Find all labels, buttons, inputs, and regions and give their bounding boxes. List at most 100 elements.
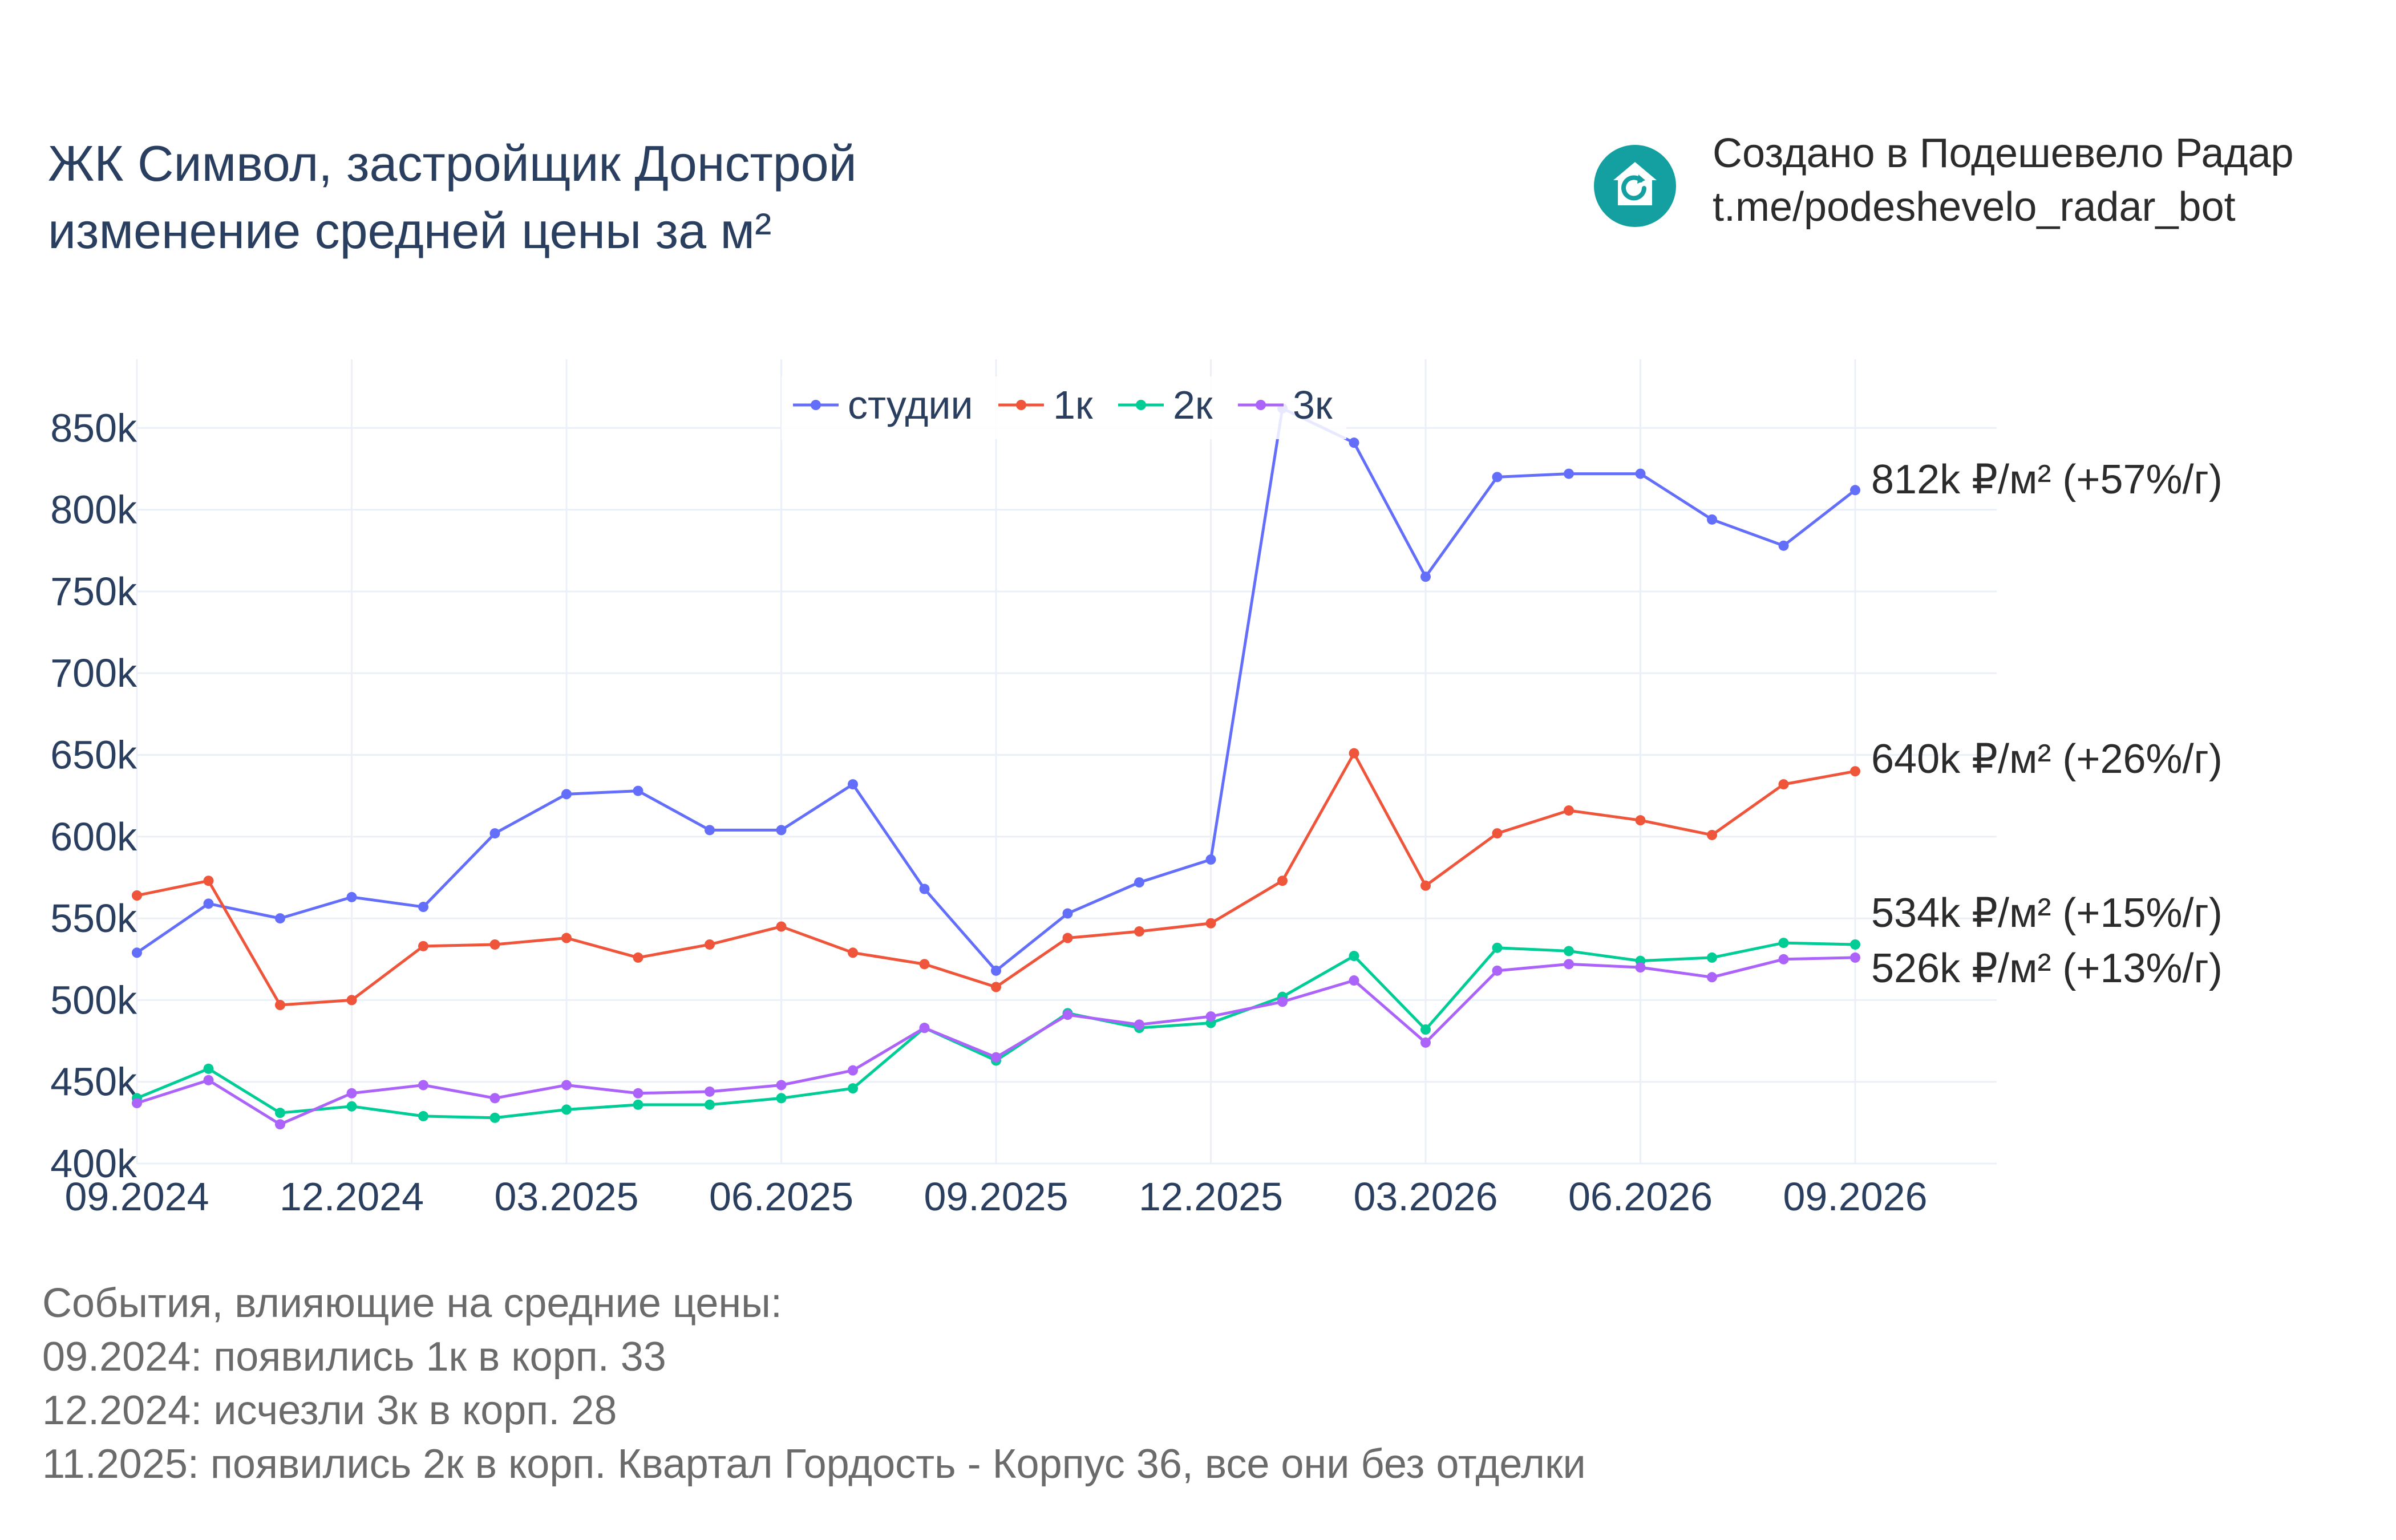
legend-marker bbox=[811, 400, 821, 410]
data-point bbox=[1635, 815, 1646, 826]
data-point bbox=[203, 876, 214, 886]
data-point bbox=[1062, 1010, 1073, 1020]
data-point bbox=[919, 959, 930, 970]
data-point bbox=[633, 952, 643, 963]
data-point bbox=[1062, 908, 1073, 919]
data-point bbox=[1564, 946, 1574, 957]
data-point bbox=[489, 1093, 500, 1104]
data-point bbox=[489, 1112, 500, 1123]
data-point bbox=[1564, 468, 1574, 479]
data-point bbox=[1492, 942, 1503, 953]
data-point bbox=[346, 1088, 357, 1099]
data-point bbox=[1134, 926, 1144, 937]
data-point bbox=[489, 939, 500, 950]
event-item: 12.2024: исчезли 3к в корп. 28 bbox=[42, 1388, 617, 1433]
data-point bbox=[1707, 972, 1717, 983]
y-axis-ticks: 400k 450k 500k 550k 600k 650k 700k 750k 800k 850k bbox=[50, 406, 137, 1186]
data-point bbox=[1205, 854, 1216, 865]
data-point bbox=[1564, 805, 1574, 816]
data-point bbox=[275, 913, 285, 924]
grid bbox=[136, 359, 1997, 1165]
data-point bbox=[203, 1075, 214, 1085]
data-point bbox=[1492, 965, 1503, 976]
data-point bbox=[848, 947, 858, 958]
events-heading: События, влияющие на средние цены: bbox=[42, 1280, 782, 1326]
data-point bbox=[1420, 1037, 1431, 1048]
data-point bbox=[919, 1023, 930, 1034]
data-point bbox=[1778, 938, 1789, 949]
events-section: События, влияющие на средние цены: 09.20… bbox=[42, 1276, 1586, 1491]
legend-label[interactable]: 3к bbox=[1293, 383, 1333, 427]
x-axis-ticks: 09.2024 12.2024 03.2025 06.2025 09.2025 12.20… bbox=[64, 1174, 1927, 1219]
data-point bbox=[489, 828, 500, 839]
data-point bbox=[705, 1099, 715, 1110]
data-point bbox=[1850, 939, 1860, 950]
data-point bbox=[1635, 468, 1646, 479]
branding-line-1: Создано в Подешевело Радар bbox=[1713, 131, 2294, 176]
data-point bbox=[561, 1104, 572, 1115]
series-end-label: 812k ₽/м² (+57%/г) bbox=[1871, 457, 2223, 502]
data-point bbox=[1205, 918, 1216, 929]
data-point bbox=[1420, 880, 1431, 891]
house-refresh-icon bbox=[1594, 145, 1676, 227]
data-point bbox=[1277, 996, 1288, 1007]
data-point bbox=[346, 995, 357, 1006]
legend: студии 1к 2к 3к bbox=[782, 376, 1346, 439]
data-point bbox=[418, 941, 428, 951]
y-tick-label: 400k bbox=[50, 1141, 137, 1186]
y-tick-label: 600k bbox=[50, 814, 137, 859]
legend-marker bbox=[1016, 400, 1026, 410]
data-point bbox=[1850, 766, 1860, 777]
data-point bbox=[561, 789, 572, 800]
x-tick-label: 03.2026 bbox=[1353, 1174, 1498, 1219]
data-point bbox=[1349, 951, 1359, 962]
data-point bbox=[633, 1088, 643, 1099]
page-title: ЖК Символ, застройщик Донстрой изменение… bbox=[48, 130, 857, 265]
data-point bbox=[1707, 514, 1717, 525]
series-end-label: 640k ₽/м² (+26%/г) bbox=[1871, 736, 2223, 782]
data-point bbox=[203, 1063, 214, 1074]
data-point bbox=[848, 1065, 858, 1076]
data-point bbox=[1349, 748, 1359, 759]
data-point bbox=[346, 1101, 357, 1112]
data-point bbox=[1635, 962, 1646, 973]
series-end-label: 534k ₽/м² (+15%/г) bbox=[1871, 890, 2223, 936]
data-point bbox=[1778, 540, 1789, 551]
data-point bbox=[418, 1111, 428, 1121]
title-line-1: ЖК Символ, застройщик Донстрой bbox=[48, 135, 857, 192]
data-point bbox=[991, 1052, 1001, 1063]
data-point bbox=[1850, 952, 1860, 963]
data-point bbox=[1062, 933, 1073, 943]
x-tick-label: 09.2026 bbox=[1783, 1174, 1927, 1219]
data-point bbox=[991, 982, 1001, 992]
data-point bbox=[275, 1000, 285, 1011]
data-point bbox=[1707, 829, 1717, 840]
data-point bbox=[418, 1080, 428, 1091]
data-point bbox=[633, 1099, 643, 1110]
legend-label[interactable]: студии bbox=[848, 383, 973, 427]
series-end-label: 526k ₽/м² (+13%/г) bbox=[1871, 946, 2223, 991]
series-lines bbox=[132, 403, 1860, 1130]
data-point bbox=[1778, 954, 1789, 964]
data-point bbox=[991, 965, 1001, 976]
y-tick-label: 850k bbox=[50, 406, 137, 450]
data-point bbox=[1564, 959, 1574, 970]
x-tick-label: 06.2026 bbox=[1568, 1174, 1713, 1219]
data-point bbox=[561, 933, 572, 943]
data-point bbox=[275, 1119, 285, 1130]
event-item: 09.2024: появились 1к в корп. 33 bbox=[42, 1334, 666, 1380]
data-point bbox=[132, 1097, 142, 1108]
data-point bbox=[848, 1083, 858, 1094]
data-point bbox=[776, 825, 787, 836]
legend-label[interactable]: 2к bbox=[1173, 383, 1213, 427]
data-point bbox=[561, 1080, 572, 1091]
data-point bbox=[418, 902, 428, 913]
branding-link[interactable]: t.me/podeshevelo_radar_bot bbox=[1713, 184, 2236, 230]
end-labels: 812k ₽/м² (+57%/г) 640k ₽/м² (+26%/г) 534k… bbox=[1871, 457, 2223, 991]
data-point bbox=[919, 884, 930, 894]
x-tick-label: 09.2025 bbox=[924, 1174, 1068, 1219]
y-tick-label: 500k bbox=[50, 978, 137, 1022]
data-point bbox=[1134, 1019, 1144, 1030]
legend-label[interactable]: 1к bbox=[1053, 383, 1093, 427]
data-point bbox=[203, 898, 214, 909]
